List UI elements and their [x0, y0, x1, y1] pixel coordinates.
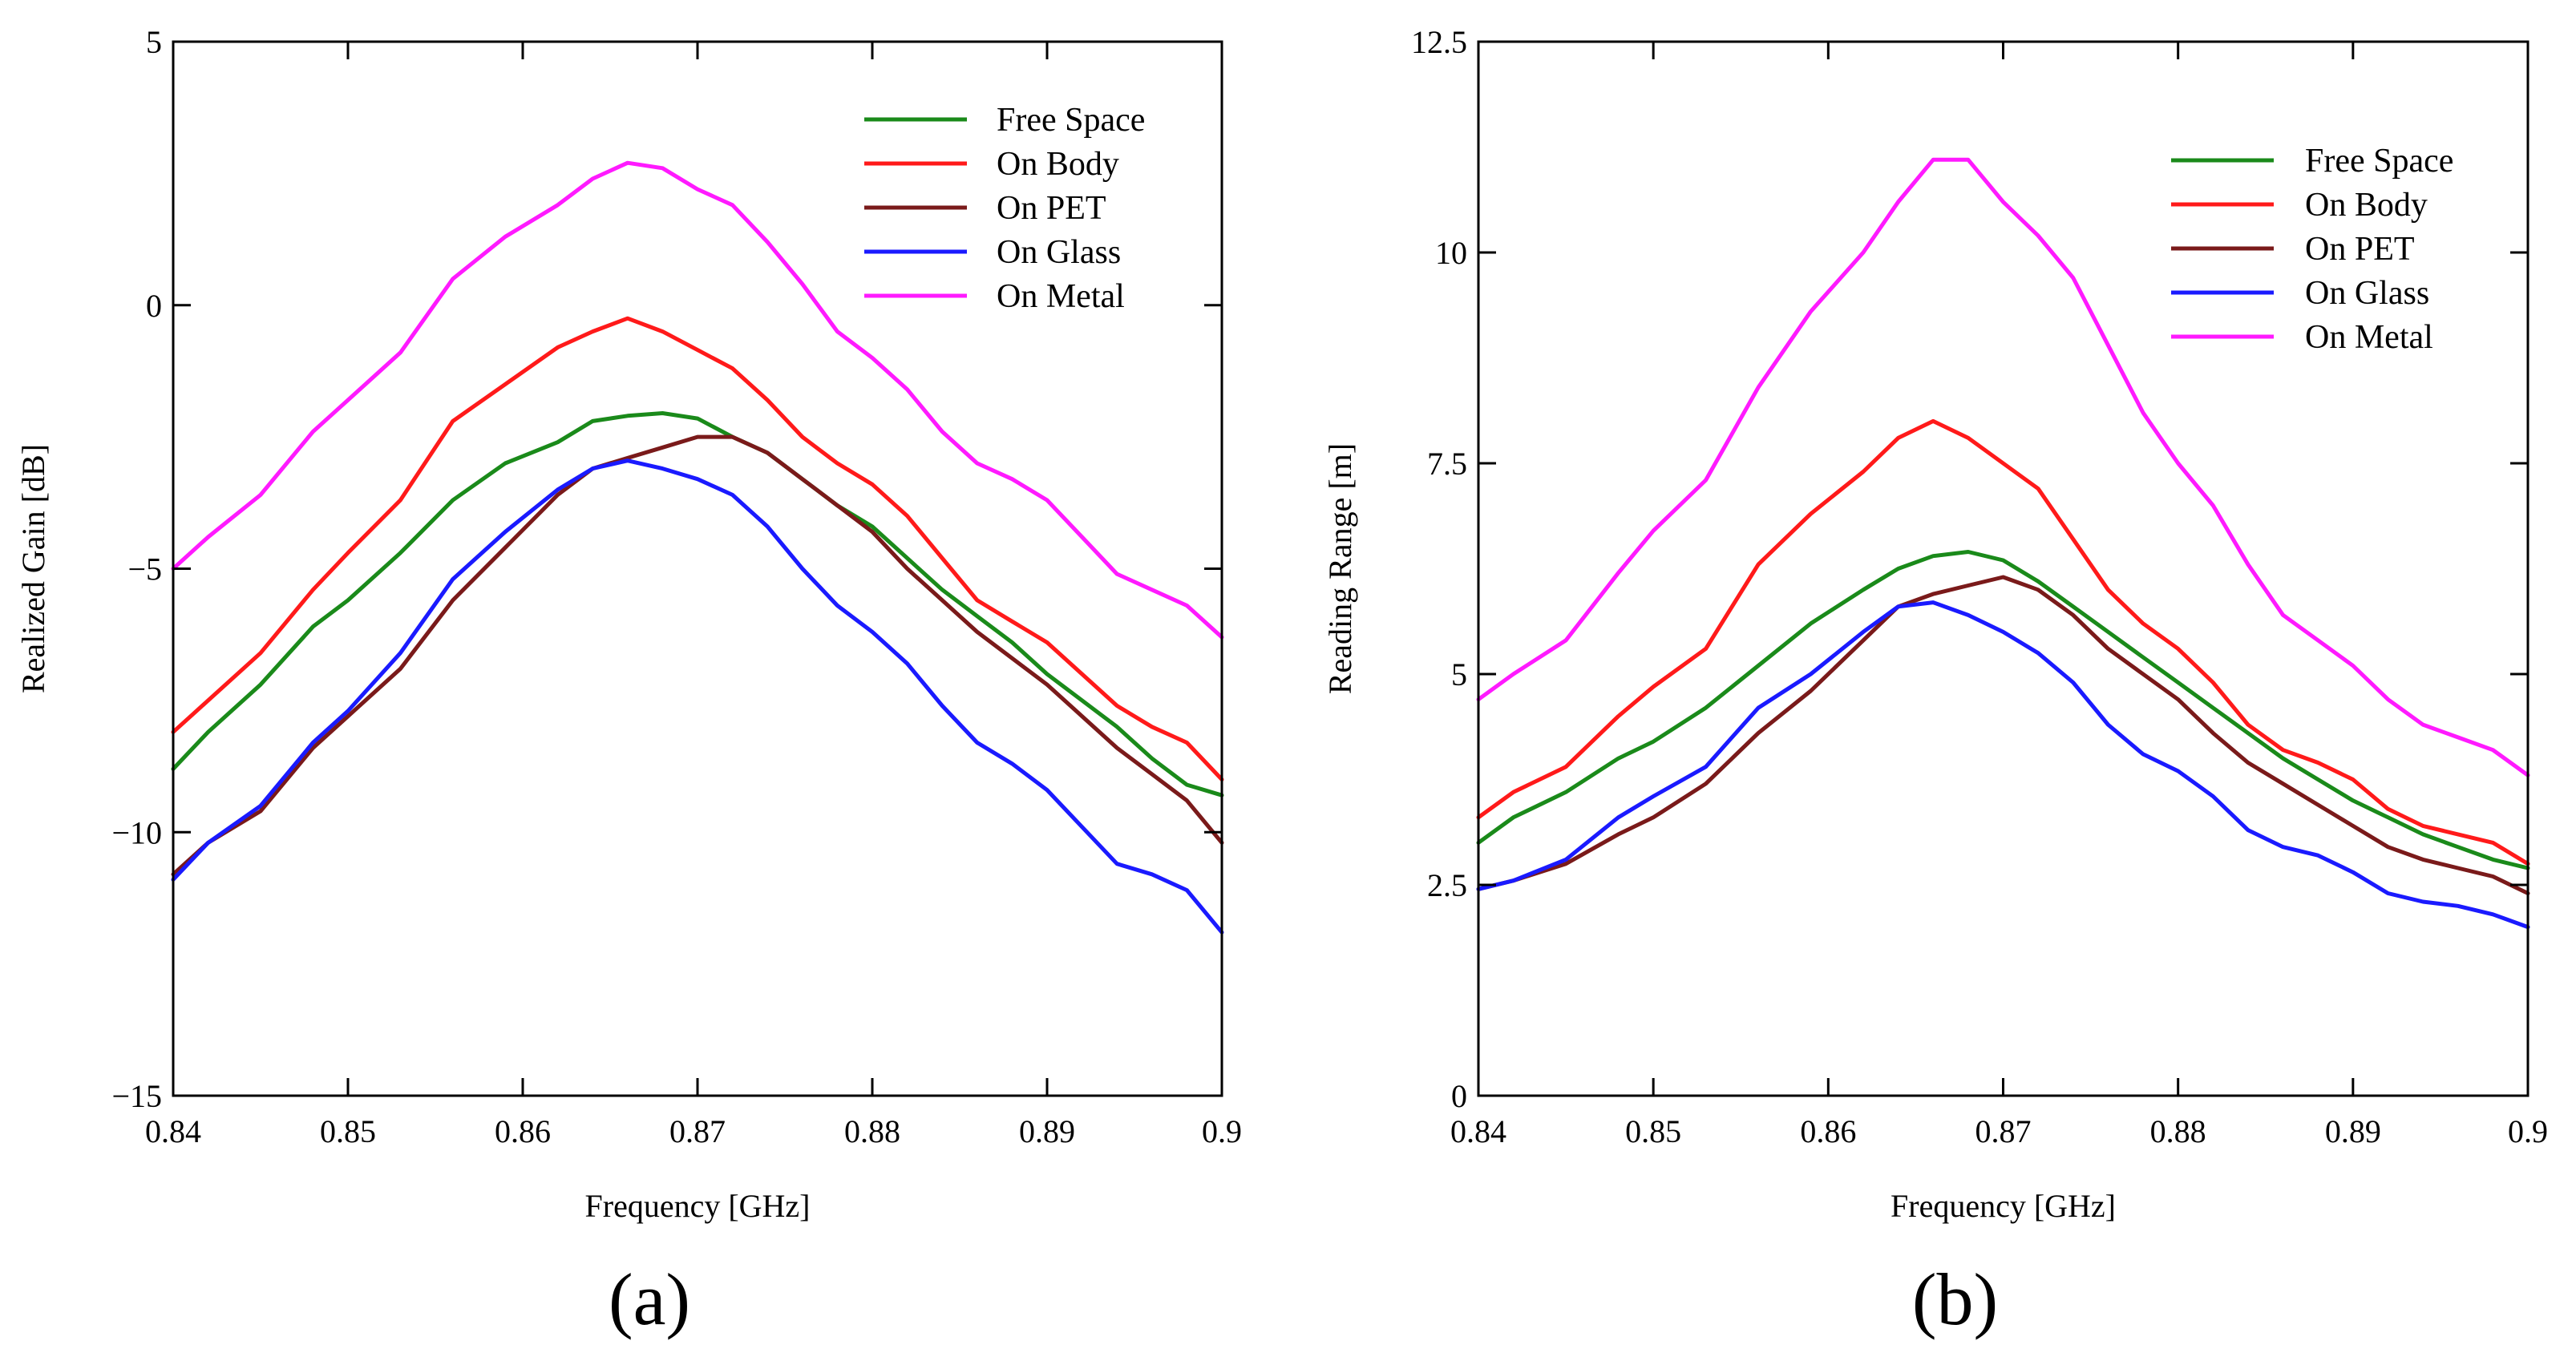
- panel-a-y-axis-label: Realized Gain [dB]: [15, 444, 51, 693]
- panel-b-series-on-metal-line: [1476, 157, 2530, 777]
- panel-a-legend-label: On Metal: [997, 278, 1125, 315]
- panel-b-x-tick-label: 0.88: [2150, 1113, 2206, 1149]
- panel-a-series-on-glass-line: [171, 458, 1224, 935]
- panel-b-y-tick-label: 2.5: [1427, 867, 1467, 903]
- panel-a-y-tick-label: −15: [111, 1078, 162, 1114]
- panel-a-y-tick-label: −10: [111, 814, 162, 850]
- panel-b-y-tick-label: 10: [1435, 235, 1467, 271]
- panel-b-caption: (b): [1912, 1258, 1998, 1340]
- panel-b-x-tick-label: 0.87: [1975, 1113, 2032, 1149]
- panel-a-x-tick-label: 0.84: [145, 1113, 201, 1149]
- panel-a-legend-label: On Body: [997, 146, 1119, 183]
- panel-a-series-on-body-line: [171, 316, 1224, 781]
- panel-b-legend-label: On Body: [2305, 187, 2428, 224]
- panel-a-x-tick-label: 0.85: [320, 1113, 376, 1149]
- panel-a-x-tick-label: 0.87: [669, 1113, 726, 1149]
- panel-a-x-tick-label: 0.88: [844, 1113, 900, 1149]
- panel-b-legend-label: Free Space: [2305, 143, 2453, 180]
- panel-a-x-tick-label: 0.9: [1202, 1113, 1242, 1149]
- panel-a-x-axis-label: Frequency [GHz]: [585, 1188, 811, 1224]
- panel-a-y-tick-label: −5: [127, 551, 162, 588]
- panel-b-x-tick-label: 0.85: [1625, 1113, 1681, 1149]
- panel-a-series-on-pet-line: [171, 434, 1224, 877]
- panel-a-series-on-metal-line: [171, 160, 1224, 640]
- panel-b-reading-range: 0.84 0.85 0.86 0.87 0.88 0.89 0.9 12.5 10 7.5 5 2.5…: [1322, 24, 2548, 1340]
- panel-a-legend-label: On PET: [997, 190, 1106, 227]
- panel-b-legend-label: On PET: [2305, 231, 2415, 268]
- panel-b-series-on-pet-line: [1476, 575, 2530, 895]
- panel-b-y-tick-label: 5: [1451, 656, 1467, 693]
- panel-b-x-tick-label: 0.89: [2325, 1113, 2381, 1149]
- panel-a-legend-label: Free Space: [997, 102, 1145, 139]
- panel-a-x-tick-label: 0.89: [1019, 1113, 1075, 1149]
- panel-b-x-tick-label: 0.84: [1450, 1113, 1506, 1149]
- panel-a-realized-gain: 0.84 0.85 0.86 0.87 0.88 0.89 0.9 5 0 −5 −10 −15 Fre…: [15, 24, 1242, 1340]
- panel-b-y-tick-label: 0: [1451, 1078, 1467, 1114]
- panel-a-y-tick-label: 0: [146, 288, 162, 324]
- panel-b-x-tick-label: 0.9: [2508, 1113, 2548, 1149]
- panel-b-series-on-body-line: [1476, 418, 2530, 866]
- panel-b-series-on-glass-line: [1476, 600, 2530, 930]
- panel-a-x-tick-label: 0.86: [495, 1113, 551, 1149]
- panel-b-y-axis-label: Reading Range [m]: [1322, 443, 1358, 694]
- panel-b-x-tick-label: 0.86: [1800, 1113, 1856, 1149]
- panel-a-legend-label: On Glass: [997, 234, 1121, 271]
- panel-b-series-free-space-line: [1476, 550, 2530, 870]
- panel-a-caption: (a): [609, 1258, 690, 1340]
- panel-b-legend-label: On Glass: [2305, 275, 2429, 312]
- panel-b-legend-label: On Metal: [2305, 319, 2433, 356]
- panel-b-y-tick-label: 12.5: [1411, 24, 1467, 60]
- panel-b-y-tick-label: 7.5: [1427, 446, 1467, 482]
- panel-b-x-axis-label: Frequency [GHz]: [1891, 1188, 2116, 1224]
- panel-a-y-tick-label: 5: [146, 24, 162, 60]
